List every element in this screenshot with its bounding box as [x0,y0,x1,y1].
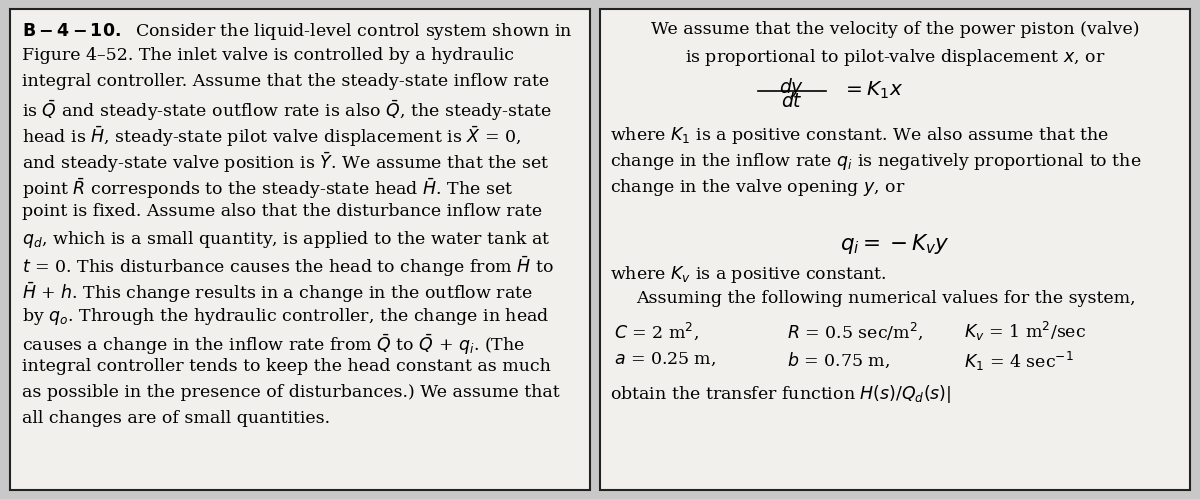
Text: and steady-state valve position is $\bar{Y}$. We assume that the set: and steady-state valve position is $\bar… [22,151,550,175]
Text: is $\bar{Q}$ and steady-state outflow rate is also $\bar{Q}$, the steady-state: is $\bar{Q}$ and steady-state outflow ra… [22,99,552,123]
Text: change in the inflow rate $q_i$ is negatively proportional to the: change in the inflow rate $q_i$ is negat… [610,151,1141,172]
Text: $dt$: $dt$ [781,92,803,111]
Text: is proportional to pilot-valve displacement $x$, or: is proportional to pilot-valve displacem… [685,47,1105,68]
Text: $\mathbf{B-4-10.}$  Consider the liquid-level control system shown in: $\mathbf{B-4-10.}$ Consider the liquid-l… [22,21,572,42]
Text: Figure 4–52. The inlet valve is controlled by a hydraulic: Figure 4–52. The inlet valve is controll… [22,47,514,64]
Text: point $\bar{R}$ corresponds to the steady-state head $\bar{H}$. The set: point $\bar{R}$ corresponds to the stead… [22,177,512,201]
Text: $\bar{H}$ + $h$. This change results in a change in the outflow rate: $\bar{H}$ + $h$. This change results in … [22,280,533,305]
Text: $R$ = 0.5 sec/m$^2$,: $R$ = 0.5 sec/m$^2$, [787,320,924,342]
Text: head is $\bar{H}$, steady-state pilot valve displacement is $\bar{X}$ = 0,: head is $\bar{H}$, steady-state pilot va… [22,125,521,149]
Text: $C$ = 2 m$^2$,: $C$ = 2 m$^2$, [614,320,700,342]
Text: obtain the transfer function $H(s)/Q_d(s)$|: obtain the transfer function $H(s)/Q_d(s… [610,383,950,405]
Text: where $K_1$ is a positive constant. We also assume that the: where $K_1$ is a positive constant. We a… [610,125,1109,146]
Text: causes a change in the inflow rate from $\bar{Q}$ to $\bar{Q}$ + $q_i$. (The: causes a change in the inflow rate from … [22,332,524,357]
Text: point is fixed. Assume also that the disturbance inflow rate: point is fixed. Assume also that the dis… [22,203,541,220]
Text: $= K_1 x$: $= K_1 x$ [842,79,904,101]
Text: $K_v$ = 1 m$^2$/sec: $K_v$ = 1 m$^2$/sec [964,320,1086,343]
Text: $b$ = 0.75 m,: $b$ = 0.75 m, [787,350,890,370]
Text: as possible in the presence of disturbances.) We assume that: as possible in the presence of disturban… [22,384,559,401]
Text: $q_i = -K_v y$: $q_i = -K_v y$ [840,232,950,256]
Text: $a$ = 0.25 m,: $a$ = 0.25 m, [614,350,716,368]
FancyBboxPatch shape [600,9,1190,490]
FancyBboxPatch shape [10,9,590,490]
Text: change in the valve opening $y$, or: change in the valve opening $y$, or [610,177,905,198]
Text: We assume that the velocity of the power piston (valve): We assume that the velocity of the power… [650,21,1140,38]
Text: by $q_o$. Through the hydraulic controller, the change in head: by $q_o$. Through the hydraulic controll… [22,306,548,327]
Text: $K_1$ = 4 sec$^{-1}$: $K_1$ = 4 sec$^{-1}$ [964,350,1073,373]
Text: $q_d$, which is a small quantity, is applied to the water tank at: $q_d$, which is a small quantity, is app… [22,229,550,250]
Text: $t$ = 0. This disturbance causes the head to change from $\bar{H}$ to: $t$ = 0. This disturbance causes the hea… [22,254,553,279]
Text: integral controller. Assume that the steady-state inflow rate: integral controller. Assume that the ste… [22,73,548,90]
Text: all changes are of small quantities.: all changes are of small quantities. [22,410,330,427]
Text: $dy$: $dy$ [779,76,805,99]
Text: Assuming the following numerical values for the system,: Assuming the following numerical values … [636,290,1135,307]
Text: integral controller tends to keep the head constant as much: integral controller tends to keep the he… [22,358,551,375]
Text: where $K_v$ is a positive constant.: where $K_v$ is a positive constant. [610,264,887,285]
